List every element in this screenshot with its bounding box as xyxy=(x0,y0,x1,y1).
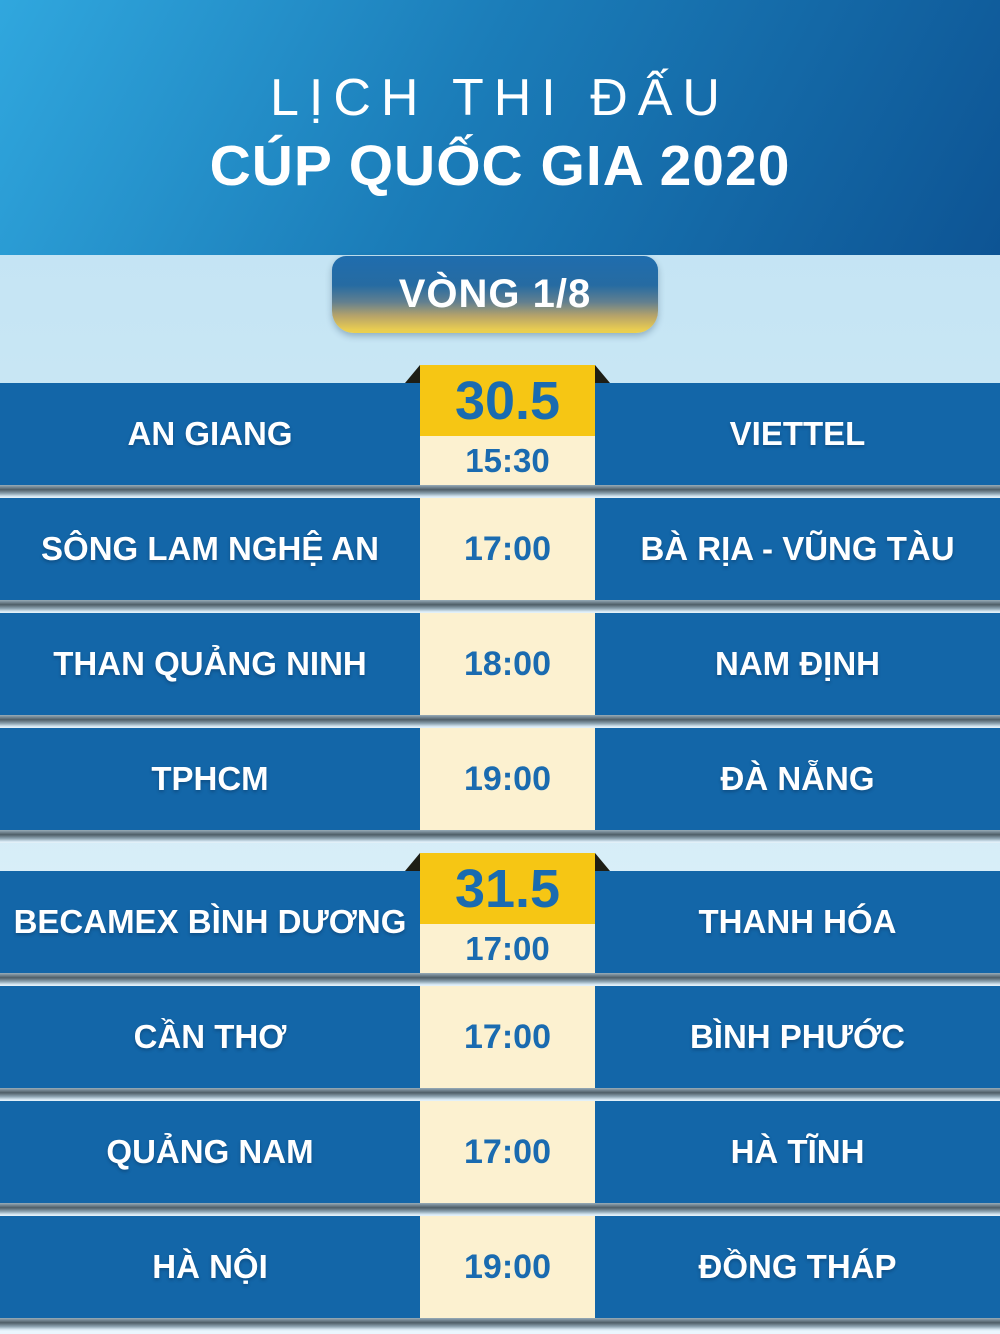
date-tab: 31.5 xyxy=(420,853,595,924)
kickoff-time: 17:00 xyxy=(465,929,550,967)
match-row: QUẢNG NAM 17:00 HÀ TĨNH xyxy=(0,1101,1000,1216)
poster-subtitle: CÚP QUỐC GIA 2020 xyxy=(209,134,791,199)
match-row: HÀ NỘI 19:00 ĐỒNG THÁP xyxy=(0,1216,1000,1331)
match-center-cell: 19:00 xyxy=(420,1216,595,1318)
away-team: NAM ĐỊNH xyxy=(715,645,880,682)
match-center-cell: 17:00 xyxy=(420,1101,595,1203)
away-team: THANH HÓA xyxy=(698,903,897,940)
home-team: TPHCM xyxy=(151,760,269,797)
home-team: SÔNG LAM NGHỆ AN xyxy=(41,530,379,567)
match-center-cell: 18:00 xyxy=(420,613,595,715)
date-tab: 30.5 xyxy=(420,365,595,436)
round-badge-label: VÒNG 1/8 xyxy=(398,272,592,316)
date-label: 31.5 xyxy=(454,858,561,919)
home-team: AN GIANG xyxy=(127,415,293,452)
match-row: CẦN THƠ 17:00 BÌNH PHƯỚC xyxy=(0,986,1000,1101)
kickoff-time: 19:00 xyxy=(464,759,551,798)
match-center-cell: 31.5 17:00 xyxy=(420,853,595,973)
poster-title: LỊCH THI ĐẤU xyxy=(270,69,730,127)
match-row: BECAMEX BÌNH DƯƠNG 31.5 17:00 THANH HÓA xyxy=(0,853,1000,986)
date-label: 30.5 xyxy=(454,370,561,431)
away-team: VIETTEL xyxy=(729,415,866,452)
poster-header: LỊCH THI ĐẤU CÚP QUỐC GIA 2020 xyxy=(0,0,1000,255)
away-team: HÀ TĨNH xyxy=(730,1133,865,1170)
match-center-cell: 19:00 xyxy=(420,728,595,830)
away-team: BÌNH PHƯỚC xyxy=(689,1018,906,1055)
match-center-cell: 30.5 15:30 xyxy=(420,365,595,485)
match-row: THAN QUẢNG NINH 18:00 NAM ĐỊNH xyxy=(0,613,1000,728)
home-team: BECAMEX BÌNH DƯƠNG xyxy=(13,903,407,940)
kickoff-time: 17:00 xyxy=(464,1132,551,1171)
away-team: BÀ RỊA - VŨNG TÀU xyxy=(640,530,955,567)
round-badge: VÒNG 1/8 xyxy=(332,256,658,333)
match-row: TPHCM 19:00 ĐÀ NẴNG xyxy=(0,728,1000,843)
away-team: ĐỒNG THÁP xyxy=(698,1248,897,1285)
match-row: SÔNG LAM NGHỆ AN 17:00 BÀ RỊA - VŨNG TÀU xyxy=(0,498,1000,613)
home-team: QUẢNG NAM xyxy=(106,1133,314,1170)
away-team: ĐÀ NẴNG xyxy=(720,760,875,797)
kickoff-time: 18:00 xyxy=(464,644,551,683)
kickoff-time: 17:00 xyxy=(464,529,551,568)
kickoff-time: 15:30 xyxy=(465,441,550,479)
match-center-cell: 17:00 xyxy=(420,498,595,600)
kickoff-time: 17:00 xyxy=(464,1017,551,1056)
home-team: THAN QUẢNG NINH xyxy=(53,645,367,682)
match-center-cell: 17:00 xyxy=(420,986,595,1088)
home-team: HÀ NỘI xyxy=(152,1248,268,1285)
match-row: AN GIANG 30.5 15:30 VIETTEL xyxy=(0,365,1000,498)
home-team: CẦN THƠ xyxy=(133,1018,287,1055)
kickoff-time: 19:00 xyxy=(464,1247,551,1286)
